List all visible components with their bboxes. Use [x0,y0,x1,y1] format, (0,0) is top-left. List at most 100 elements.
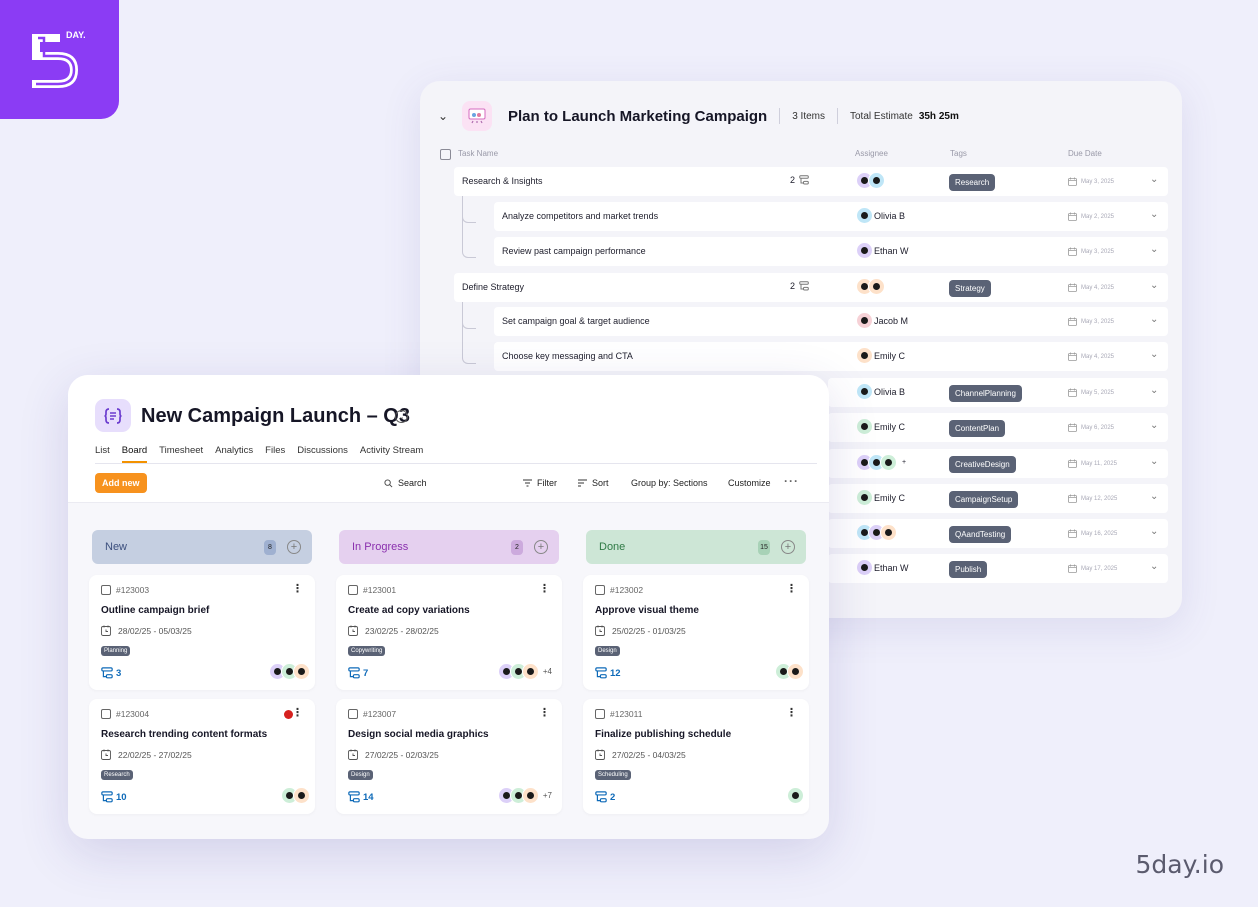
col-task-name[interactable]: Task Name [458,149,499,158]
tab-timesheet[interactable]: Timesheet [159,445,204,456]
tag-badge[interactable]: Copywriting [348,646,386,656]
subtask-count[interactable]: 3 [101,667,121,679]
due-date[interactable]: May 2, 2025 [1068,212,1114,221]
card-checkbox[interactable] [348,709,358,719]
card-checkbox[interactable] [101,585,111,595]
due-date[interactable]: May 4, 2025 [1068,283,1114,292]
due-date[interactable]: May 3, 2025 [1068,247,1114,256]
expand-chevron-icon[interactable]: ⌄ [1150,456,1159,467]
tag-badge[interactable]: Strategy [949,280,991,297]
add-card-icon[interactable]: + [781,540,795,554]
kebab-menu-icon[interactable]: ⋮ [786,707,797,719]
list-row[interactable]: QAandTesting May 16, 2025 ⌄ [828,519,1168,548]
assignee-avatars[interactable] [281,787,310,804]
expand-chevron-icon[interactable]: ⌄ [1150,244,1159,255]
list-row[interactable]: Emily C CampaignSetup May 12, 2025 ⌄ [828,484,1168,513]
tag-badge[interactable]: QAandTesting [949,526,1012,543]
expand-chevron-icon[interactable]: ⌄ [1150,314,1159,325]
collapse-chevron-icon[interactable]: ⌄ [438,109,449,123]
list-row[interactable]: + CreativeDesign May 11, 2025 ⌄ [828,449,1168,478]
sort-button[interactable]: Sort [578,478,609,488]
assignee[interactable]: Emily C [856,347,905,364]
tag-badge[interactable]: Research [101,770,133,780]
due-date[interactable]: May 6, 2025 [1068,423,1114,432]
task-name[interactable]: Review past campaign performance [502,246,646,256]
assignee-avatars[interactable]: +4 [497,663,552,680]
kebab-menu-icon[interactable]: ⋮ [292,707,303,719]
task-title[interactable]: Outline campaign brief [101,605,210,616]
task-card[interactable]: #123001 ⋮ Create ad copy variations 23/02/2… [336,575,562,690]
task-card[interactable]: #123004 ⋮ Research trending content format… [89,699,315,814]
assignee[interactable]: + [856,454,906,471]
list-row[interactable]: Set campaign goal & target audience Jacob… [494,307,1168,336]
card-checkbox[interactable] [348,585,358,595]
task-title[interactable]: Research trending content formats [101,729,268,740]
due-date[interactable]: May 17, 2025 [1068,564,1117,573]
subtask-count[interactable]: 2 [595,791,615,803]
task-card[interactable]: #123007 ⋮ Design social media graphics 27/0… [336,699,562,814]
tag-badge[interactable]: Design [595,646,620,656]
select-all-checkbox[interactable] [440,149,451,160]
tab-activity-stream[interactable]: Activity Stream [359,445,424,456]
task-title[interactable]: Create ad copy variations [348,605,470,616]
list-row[interactable]: Olivia B ChannelPlanning May 5, 2025 ⌄ [828,378,1168,407]
assignee[interactable]: Emily C [856,489,905,506]
list-row[interactable]: Research & Insights 2 Research May 3, 2025 ⌄ [454,167,1168,196]
assignee[interactable] [856,524,897,541]
task-title[interactable]: Approve visual theme [595,605,699,616]
tab-board[interactable]: Board [121,445,148,463]
list-row[interactable]: Analyze competitors and market trends Oli… [494,202,1168,231]
due-date[interactable]: May 4, 2025 [1068,352,1114,361]
tab-files[interactable]: Files [265,445,286,456]
card-checkbox[interactable] [595,709,605,719]
task-name[interactable]: Choose key messaging and CTA [502,351,633,361]
expand-chevron-icon[interactable]: ⌄ [1150,280,1159,291]
expand-chevron-icon[interactable]: ⌄ [1150,385,1159,396]
assignee[interactable]: Ethan W [856,559,909,576]
tag-badge[interactable]: Scheduling [595,770,631,780]
subtask-count[interactable]: 7 [348,667,368,679]
due-date[interactable]: May 12, 2025 [1068,494,1117,503]
title-dropdown-chevron-icon[interactable]: ⌄ [395,410,408,423]
kebab-menu-icon[interactable]: ⋮ [786,583,797,595]
tag-badge[interactable]: ChannelPlanning [949,385,1022,402]
subtask-count[interactable]: 14 [348,791,374,803]
task-name[interactable]: Research & Insights [462,176,543,186]
tab-discussions[interactable]: Discussions [297,445,348,456]
due-date[interactable]: May 3, 2025 [1068,177,1114,186]
due-date[interactable]: May 3, 2025 [1068,317,1114,326]
kebab-menu-icon[interactable]: ⋮ [292,583,303,595]
expand-chevron-icon[interactable]: ⌄ [1150,349,1159,360]
assignee[interactable]: Emily C [856,418,905,435]
tag-badge[interactable]: Design [348,770,373,780]
add-card-icon[interactable]: + [287,540,301,554]
expand-chevron-icon[interactable]: ⌄ [1150,420,1159,431]
tag-badge[interactable]: Publish [949,561,988,578]
customize-button[interactable]: Customize [728,478,771,488]
due-date[interactable]: May 16, 2025 [1068,529,1117,538]
assignee-avatars[interactable] [775,663,804,680]
col-tags[interactable]: Tags [950,149,967,158]
expand-chevron-icon[interactable]: ⌄ [1150,209,1159,220]
expand-chevron-icon[interactable]: ⌄ [1150,526,1159,537]
tag-badge[interactable]: CreativeDesign [949,456,1016,473]
assignee[interactable] [856,172,885,189]
due-date[interactable]: May 5, 2025 [1068,388,1114,397]
subtask-count[interactable]: 12 [595,667,621,679]
task-name[interactable]: Analyze competitors and market trends [502,211,659,221]
list-row[interactable]: Choose key messaging and CTA Emily C May 4… [494,342,1168,371]
tag-badge[interactable]: ContentPlan [949,420,1006,437]
kebab-menu-icon[interactable]: ⋮ [539,583,550,595]
assignee-avatars[interactable] [269,663,310,680]
list-row[interactable]: Define Strategy 2 Strategy May 4, 2025 ⌄ [454,273,1168,302]
task-card[interactable]: #123003 ⋮ Outline campaign brief 28/02/25 -… [89,575,315,690]
assignee[interactable]: Olivia B [856,207,905,224]
list-row[interactable]: Review past campaign performance Ethan W M… [494,237,1168,266]
assignee-avatars[interactable] [787,787,804,804]
assignee[interactable]: Jacob M [856,312,908,329]
task-card[interactable]: #123002 ⋮ Approve visual theme 25/02/25 - 0… [583,575,809,690]
tag-badge[interactable]: Research [949,174,996,191]
col-assignee[interactable]: Assignee [855,149,888,158]
card-checkbox[interactable] [101,709,111,719]
task-name[interactable]: Define Strategy [462,282,525,292]
